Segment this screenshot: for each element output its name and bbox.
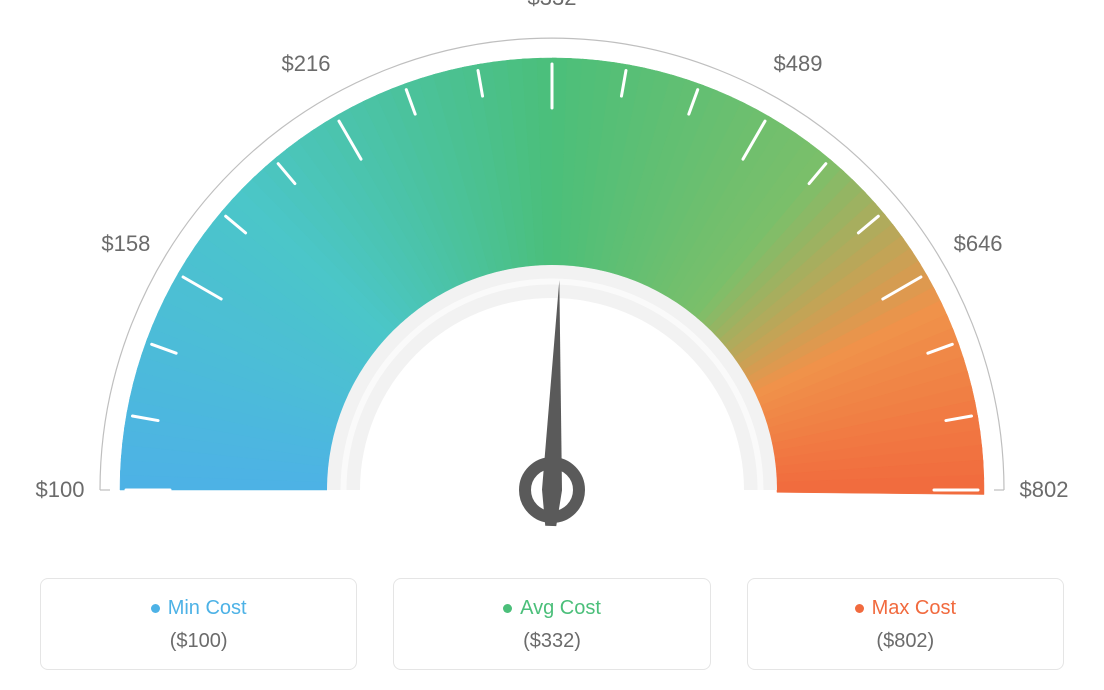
legend-label: Max Cost xyxy=(872,597,956,620)
legend-label: Min Cost xyxy=(168,597,247,620)
gauge-tick-label: $216 xyxy=(282,51,331,77)
legend-dot-icon xyxy=(855,604,864,613)
gauge-tick-label: $332 xyxy=(528,0,577,11)
gauge-svg xyxy=(0,0,1104,560)
legend-title: Min Cost xyxy=(151,597,247,620)
legend-dot-icon xyxy=(151,604,160,613)
legend-value: ($802) xyxy=(758,630,1053,653)
legend-card: Min Cost ($100) xyxy=(40,578,357,670)
legend-label: Avg Cost xyxy=(520,597,601,620)
legend-row: Min Cost ($100) Avg Cost ($332) Max Cost ($80… xyxy=(0,578,1104,670)
gauge-container: $100 $158 $216 $332 $489 $646 $802 xyxy=(0,0,1104,560)
legend-value: ($100) xyxy=(51,630,346,653)
gauge-tick-label: $158 xyxy=(101,231,150,257)
gauge-tick-label: $646 xyxy=(954,231,1003,257)
legend-dot-icon xyxy=(503,604,512,613)
legend-card: Avg Cost ($332) xyxy=(393,578,710,670)
legend-title: Max Cost xyxy=(855,597,956,620)
legend-card: Max Cost ($802) xyxy=(747,578,1064,670)
legend-value: ($332) xyxy=(404,630,699,653)
gauge-tick-label: $100 xyxy=(36,477,85,503)
legend-title: Avg Cost xyxy=(503,597,601,620)
gauge-tick-label: $489 xyxy=(774,51,823,77)
gauge-needle xyxy=(542,280,562,526)
gauge-tick-label: $802 xyxy=(1020,477,1069,503)
